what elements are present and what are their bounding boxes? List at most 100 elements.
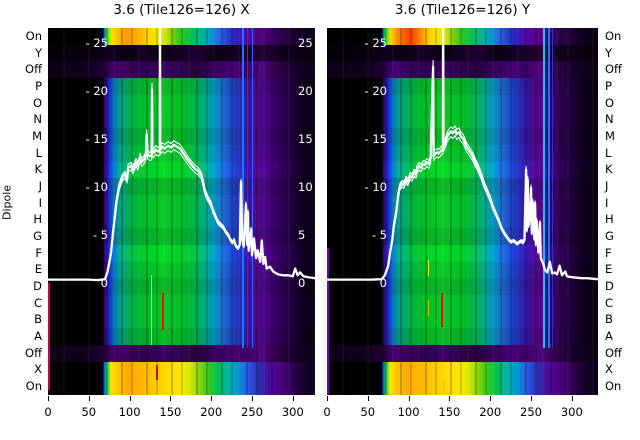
dipole-label-j-left: J bbox=[38, 178, 42, 193]
dipole-label-x-left: X bbox=[34, 362, 42, 377]
dipole-label-i-left: I bbox=[38, 195, 42, 210]
spectrum-row-x bbox=[327, 361, 598, 379]
y-tick-label-right: 15 bbox=[298, 132, 313, 146]
spectrum-row-k bbox=[327, 161, 598, 179]
flagged-channel-mark bbox=[327, 248, 330, 395]
dipole-label-f-left: F bbox=[35, 245, 42, 260]
x-tick-label: 100 bbox=[118, 405, 141, 419]
dipole-label-d-left: D bbox=[33, 279, 42, 294]
x-tick-mark bbox=[327, 396, 328, 401]
x-tick-mark bbox=[367, 396, 369, 401]
dipole-label-b-left: B bbox=[34, 312, 42, 327]
x-tick-label: 0 bbox=[44, 405, 52, 419]
x-tick-mark bbox=[571, 396, 573, 401]
spectrum-row-n bbox=[327, 111, 598, 129]
spectrum-row-off bbox=[327, 345, 598, 362]
spectrum-row-k bbox=[48, 161, 315, 179]
flagged-channel-mark bbox=[428, 260, 430, 276]
x-tick-label: 200 bbox=[200, 405, 223, 419]
x-tick-mark bbox=[408, 396, 410, 401]
flagged-channel-mark bbox=[441, 293, 444, 327]
panel-title-y: 3.6 (Tile126=126) Y bbox=[394, 2, 531, 18]
dipole-label-on-right: On bbox=[605, 28, 622, 43]
x-tick-mark bbox=[292, 396, 294, 401]
spectrum-row-on bbox=[48, 378, 315, 395]
dipole-label-g-right: G bbox=[605, 229, 614, 244]
heatmap-panel-y: - 25 - 20 - 15 - 10 - 5 0 bbox=[327, 28, 598, 395]
x-tick-mark bbox=[48, 396, 49, 401]
dipole-label-h-right: H bbox=[605, 212, 614, 227]
spectrum-row-d bbox=[48, 278, 315, 295]
dipole-label-k-right: K bbox=[605, 162, 613, 177]
x-tick-label: 150 bbox=[438, 405, 461, 419]
dipole-label-e-right: E bbox=[605, 262, 613, 277]
y-tick-label-left: - 20 bbox=[85, 84, 108, 98]
spectrum-row-a bbox=[327, 328, 598, 346]
x-tick-label: 100 bbox=[397, 405, 420, 419]
dipole-label-e-left: E bbox=[34, 262, 42, 277]
dipole-label-p-left: P bbox=[35, 78, 42, 93]
spectrum-row-o bbox=[48, 94, 315, 112]
y-tick-label-left: - 25 bbox=[364, 36, 387, 50]
dipole-label-c-right: C bbox=[605, 295, 614, 310]
spectrum-row-on bbox=[327, 378, 598, 395]
spectrum-row-y bbox=[327, 44, 598, 62]
dipole-label-i-right: I bbox=[605, 195, 609, 210]
flagged-channel-mark bbox=[150, 275, 152, 345]
flagged-channel-mark bbox=[48, 283, 51, 390]
y-tick-label-left: - 10 bbox=[85, 180, 108, 194]
flagged-channel-mark bbox=[162, 293, 165, 330]
spectrum-row-c bbox=[48, 295, 315, 312]
dipole-label-off-right: Off bbox=[605, 345, 622, 360]
spectrum-row-d bbox=[327, 278, 598, 295]
dipole-label-off-left: Off bbox=[25, 345, 42, 360]
dipole-label-off-left: Off bbox=[25, 62, 42, 77]
flagged-channel-mark bbox=[552, 28, 554, 348]
dipole-label-k-left: K bbox=[34, 162, 42, 177]
x-tick-label: 150 bbox=[159, 405, 182, 419]
dipole-label-y-right: Y bbox=[605, 45, 613, 60]
spectrum-row-n bbox=[48, 111, 315, 129]
spectrum-row-x bbox=[48, 361, 315, 379]
spectrum-row-p bbox=[327, 78, 598, 95]
x-tick-mark bbox=[211, 396, 213, 401]
spectrum-row-off bbox=[327, 61, 598, 79]
dipole-label-a-left: A bbox=[34, 329, 42, 344]
spectrum-row-o bbox=[327, 94, 598, 112]
x-tick-label: 250 bbox=[520, 405, 542, 419]
dipole-label-x-right: X bbox=[605, 362, 613, 377]
dipole-label-o-right: O bbox=[605, 95, 615, 110]
dipole-label-off-right: Off bbox=[605, 62, 622, 77]
x-tick-label: 300 bbox=[560, 405, 583, 419]
y-tick-label-right: 20 bbox=[298, 84, 313, 98]
spectrum-row-a bbox=[48, 328, 315, 346]
x-tick-label: 50 bbox=[360, 405, 376, 419]
spectrum-row-l bbox=[48, 144, 315, 162]
y-tick-label-left: - 25 bbox=[85, 36, 108, 50]
spectrum-row-e bbox=[327, 261, 598, 279]
spectrum-row-c bbox=[327, 295, 598, 312]
x-tick-mark bbox=[490, 396, 492, 401]
dipole-label-f-right: F bbox=[605, 245, 612, 260]
spectrum-row-y bbox=[48, 44, 315, 62]
spectrum-row-f bbox=[327, 244, 598, 262]
heatmap-panel-x: - 25 25 - 20 20 - 15 15 - 10 10 - 5 5 0 0 bbox=[48, 28, 315, 395]
dipole-label-y-left: Y bbox=[34, 45, 42, 60]
dipole-label-c-left: C bbox=[33, 295, 42, 310]
y-tick-label-right: 5 bbox=[298, 228, 306, 242]
y-tick-label-left: - 15 bbox=[364, 132, 387, 146]
x-tick-label: 250 bbox=[241, 405, 263, 419]
spectrum-row-e bbox=[48, 261, 315, 279]
x-tick-label: 0 bbox=[323, 405, 331, 419]
spectrum-row-b bbox=[327, 311, 598, 329]
dipole-label-g-left: G bbox=[33, 229, 42, 244]
dipole-label-a-right: A bbox=[605, 329, 613, 344]
dipole-label-b-right: B bbox=[605, 312, 613, 327]
y-tick-label-left: - 15 bbox=[85, 132, 108, 146]
y-tick-label-left: - 5 bbox=[92, 228, 108, 242]
bandpass-curve bbox=[327, 28, 598, 281]
x-tick-mark bbox=[129, 396, 131, 401]
y-tick-label-left: - 5 bbox=[371, 228, 387, 242]
dipole-label-n-left: N bbox=[33, 112, 42, 127]
flagged-channel-mark bbox=[251, 28, 253, 348]
